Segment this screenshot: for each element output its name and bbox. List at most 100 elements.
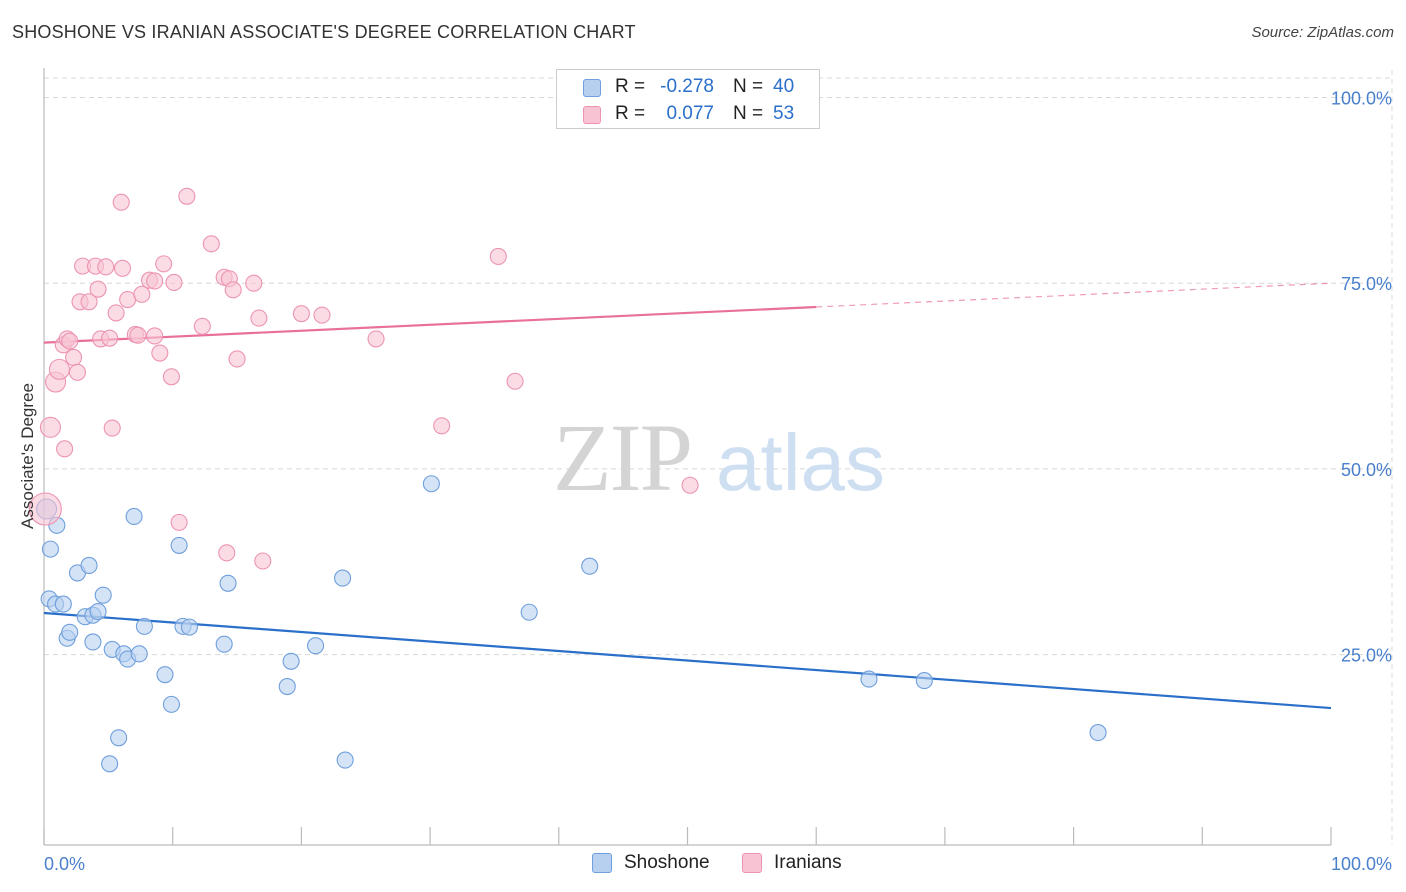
data-point-iranians <box>61 332 79 350</box>
data-point-shoshone <box>336 751 354 769</box>
watermark: ZIP atlas <box>553 404 885 511</box>
data-point-iranians <box>89 280 107 298</box>
data-point-iranians <box>165 273 183 292</box>
data-point-shoshone <box>54 595 72 613</box>
data-point-iranians <box>178 187 196 205</box>
data-point-iranians <box>28 492 62 526</box>
data-point-shoshone <box>334 569 352 587</box>
data-point-shoshone <box>130 645 148 663</box>
data-point-iranians <box>107 304 125 322</box>
y-tick-label: 100.0% <box>1331 89 1392 109</box>
data-point-iranians <box>367 330 385 348</box>
r-label: R = <box>615 103 646 124</box>
legend-label: Shoshone <box>624 852 710 873</box>
source-label: Source: ZipAtlas.com <box>1251 24 1394 41</box>
data-point-shoshone <box>860 670 878 688</box>
data-point-iranians <box>39 416 61 438</box>
data-point-iranians <box>193 317 211 335</box>
data-point-iranians <box>202 235 220 253</box>
correlation-legend: R = -0.278 N = 40 R = 0.077 N = 53 <box>556 69 820 129</box>
r-value: -0.278 <box>660 76 714 97</box>
label-layer: 25.0% 50.0% 75.0% 100.0% 0.0% 100.0% Associate… <box>18 89 1392 875</box>
legend-label: Iranians <box>774 852 842 873</box>
watermark-zip: ZIP <box>553 404 691 511</box>
data-point-shoshone <box>520 603 538 621</box>
trend-line-iranians <box>43 305 817 344</box>
legend-row-iranians: R = 0.077 N = 53 <box>557 102 819 128</box>
data-point-shoshone <box>215 635 233 653</box>
data-point-iranians <box>113 259 132 277</box>
data-point-iranians <box>433 417 451 435</box>
y-tick-label: 50.0% <box>1341 460 1392 480</box>
data-point-iranians <box>228 350 246 368</box>
data-point-shoshone <box>307 637 325 655</box>
watermark-atlas: atlas <box>716 418 885 507</box>
data-point-iranians <box>313 306 331 324</box>
data-point-iranians <box>101 329 119 347</box>
data-point-iranians <box>133 285 151 303</box>
iranians-swatch <box>742 853 762 873</box>
y-tick-label: 75.0% <box>1341 274 1392 294</box>
data-point-shoshone <box>581 557 599 575</box>
data-point-iranians <box>250 309 268 327</box>
data-point-shoshone <box>915 672 933 690</box>
data-point-iranians <box>97 258 115 276</box>
chart-title: SHOSHONE VS IRANIAN ASSOCIATE'S DEGREE C… <box>12 22 636 42</box>
trend-layer <box>43 282 1332 710</box>
data-point-iranians <box>112 193 130 211</box>
data-point-shoshone <box>180 618 198 636</box>
data-point-shoshone <box>84 633 102 651</box>
data-point-iranians <box>155 255 173 273</box>
grid-layer <box>44 70 1393 845</box>
data-point-iranians <box>681 476 699 494</box>
data-point-iranians <box>254 552 272 570</box>
trend-line-shoshone <box>43 611 1332 710</box>
data-point-iranians <box>151 344 169 362</box>
data-point-iranians <box>56 440 74 458</box>
data-point-shoshone <box>278 677 296 696</box>
data-point-iranians <box>224 281 242 299</box>
data-point-shoshone <box>89 602 107 621</box>
data-point-iranians <box>170 513 188 531</box>
data-point-shoshone <box>162 695 180 713</box>
y-tick-label: 25.0% <box>1341 646 1392 666</box>
y-axis-title: Associate's Degree <box>18 383 37 529</box>
data-point-iranians <box>48 358 70 380</box>
r-value: 0.077 <box>666 103 714 124</box>
data-point-shoshone <box>156 666 174 684</box>
data-point-iranians <box>162 368 180 386</box>
n-value: 40 <box>773 76 795 97</box>
shoshone-swatch <box>592 853 612 873</box>
data-point-shoshone <box>282 652 300 670</box>
data-point-iranians <box>129 326 147 344</box>
axis-layer <box>43 68 1332 846</box>
legend-row-shoshone: R = -0.278 N = 40 <box>557 75 819 101</box>
shoshone-swatch <box>583 79 601 97</box>
data-point-iranians <box>65 348 83 367</box>
data-point-iranians <box>119 290 137 309</box>
data-point-iranians <box>506 372 524 390</box>
data-point-iranians <box>218 544 236 562</box>
x-tick-label: 100.0% <box>1331 854 1392 874</box>
data-point-shoshone <box>170 536 188 554</box>
data-point-iranians <box>489 247 507 266</box>
x-tick-label: 0.0% <box>44 854 85 874</box>
data-point-shoshone <box>1089 724 1107 742</box>
iranians-swatch <box>583 106 601 124</box>
data-point-shoshone <box>80 556 98 575</box>
data-point-shoshone <box>61 623 79 641</box>
data-point-iranians <box>103 419 121 437</box>
r-label: R = <box>615 76 646 97</box>
data-point-shoshone <box>219 574 237 592</box>
point-layer <box>28 88 1107 773</box>
n-label: N = <box>733 76 764 97</box>
data-point-shoshone <box>101 755 119 773</box>
data-point-iranians <box>146 272 164 290</box>
data-point-shoshone <box>422 475 440 493</box>
n-value: 53 <box>773 103 795 124</box>
data-point-iranians <box>245 274 263 292</box>
data-point-shoshone <box>125 507 143 525</box>
data-point-shoshone <box>110 729 128 747</box>
n-label: N = <box>733 103 764 124</box>
